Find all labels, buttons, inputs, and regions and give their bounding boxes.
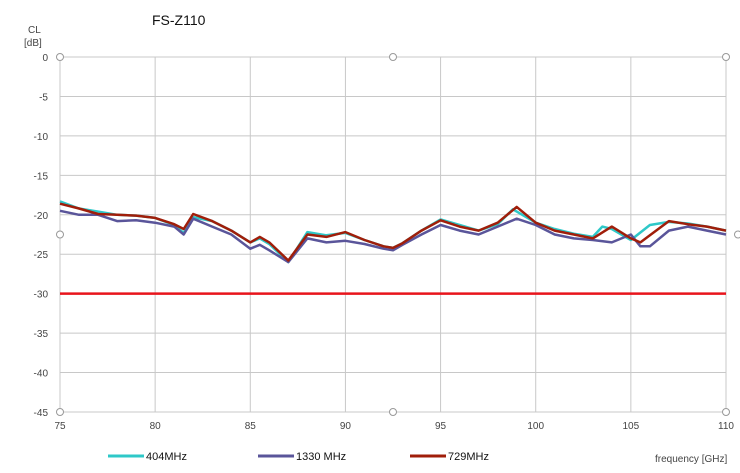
legend-label: 729MHz (448, 451, 489, 463)
y-tick-label: -10 (34, 132, 49, 143)
x-tick-label: 110 (718, 421, 734, 432)
x-tick-label: 100 (527, 421, 544, 432)
x-tick-label: 85 (245, 421, 257, 432)
series-line-2 (59, 202, 727, 262)
y-tick-label: -30 (34, 290, 49, 301)
selection-handle (56, 408, 64, 416)
y-tick-label: -15 (34, 171, 49, 182)
y-axis-label-unit: [dB] (24, 38, 42, 49)
x-tick-label: 80 (150, 421, 162, 432)
y-tick-label: -25 (34, 250, 49, 261)
selection-handle (56, 230, 64, 239)
selection-handle (389, 408, 397, 416)
x-tick-label: 95 (435, 421, 447, 432)
chart-title: FS-Z110 (152, 12, 206, 28)
x-axis-label: frequency [GHz] (655, 454, 727, 465)
selection-handle (389, 53, 397, 61)
selection-handle (722, 408, 730, 416)
selection-handle (722, 53, 730, 61)
legend-label: 1330 MHz (296, 451, 346, 463)
y-tick-label: -5 (39, 92, 48, 103)
series-line-0 (59, 200, 727, 264)
legend-label: 404MHz (146, 451, 187, 463)
selection-handle (56, 53, 64, 61)
x-tick-label: 75 (54, 421, 66, 432)
selection-handle (734, 230, 740, 239)
y-tick-label: 0 (42, 53, 48, 64)
series-line-1 (59, 209, 727, 264)
y-tick-label: -45 (34, 408, 49, 419)
y-axis-label-unit-name: CL (28, 25, 41, 36)
x-tick-label: 105 (623, 421, 640, 432)
y-tick-label: -20 (34, 211, 49, 222)
y-tick-label: -40 (34, 369, 49, 380)
x-tick-label: 90 (340, 421, 352, 432)
y-tick-label: -35 (34, 329, 49, 340)
